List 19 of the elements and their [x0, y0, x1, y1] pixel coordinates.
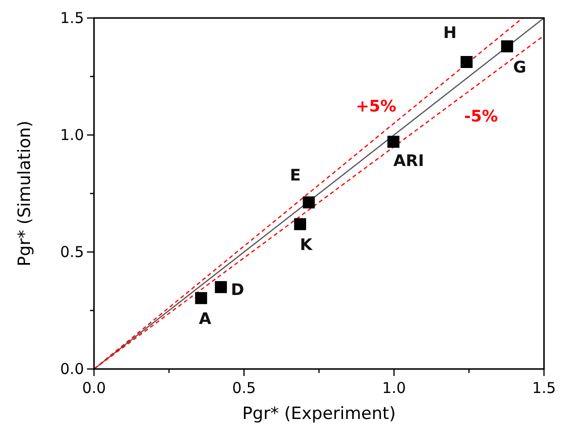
annotation: A — [198, 309, 212, 328]
x-tick-label: 0.0 — [82, 379, 106, 397]
y-tick-label: 1.0 — [60, 126, 84, 144]
annotation: H — [443, 22, 457, 42]
annotation: K — [300, 235, 313, 254]
x-tick-label: 1.5 — [532, 379, 556, 397]
series-label: +5% — [356, 96, 396, 116]
y-tick-label: 1.5 — [60, 9, 84, 27]
y-tick-label: 0.0 — [60, 360, 84, 378]
x-tick-label: 0.5 — [232, 379, 256, 397]
annotation: D — [230, 280, 244, 300]
series-label: -5% — [464, 106, 498, 126]
y-axis-title: Pgr* (Simulation) — [15, 120, 35, 266]
y-tick-label: 0.5 — [60, 243, 84, 261]
annotation: G — [513, 57, 526, 76]
x-axis-title: Pgr* (Experiment) — [242, 404, 396, 424]
annotation: ARI — [393, 150, 424, 170]
annotation: E — [290, 165, 301, 184]
x-tick-label: 1.0 — [382, 379, 406, 397]
